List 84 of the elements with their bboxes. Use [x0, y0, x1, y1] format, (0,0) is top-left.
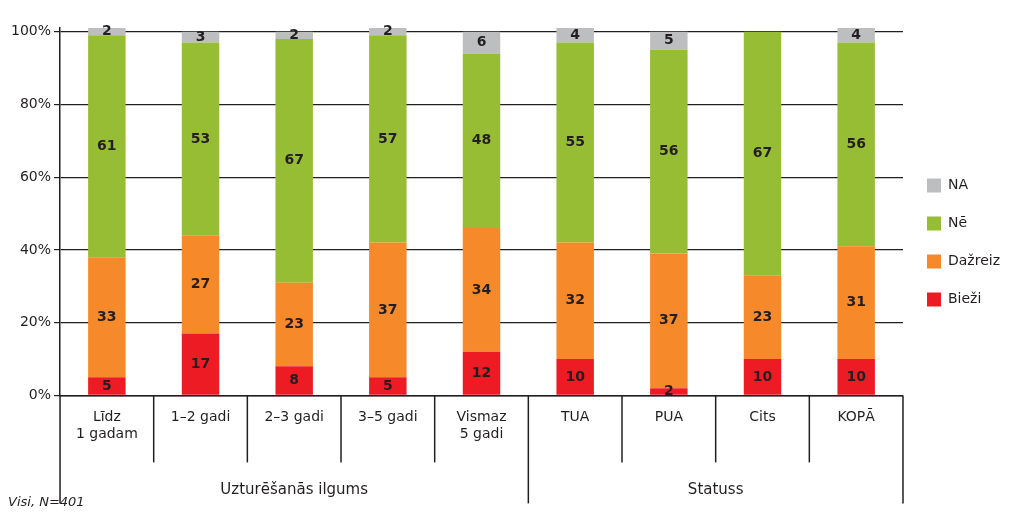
bar	[181, 42, 220, 236]
data-label: 6	[476, 33, 487, 50]
data-label: 2	[101, 22, 112, 39]
data-label: 4	[851, 25, 862, 42]
bar	[181, 333, 220, 395]
legend-label: Bieži	[947, 290, 982, 307]
x-tick-label: TUA	[559, 408, 590, 425]
data-label: 3	[195, 27, 206, 44]
legend-label: NA	[947, 176, 969, 193]
bar	[556, 42, 594, 243]
data-label: 10	[565, 367, 586, 384]
bar	[837, 246, 875, 360]
data-label: 17	[190, 354, 211, 371]
data-label: 32	[565, 291, 585, 308]
legend-label: Dažreiz	[947, 252, 1001, 269]
bar	[650, 31, 688, 50]
data-label: 10	[846, 367, 867, 384]
bar	[275, 38, 313, 283]
bar	[369, 377, 407, 395]
bar	[181, 235, 220, 334]
bar	[88, 377, 126, 395]
y-tick-label: 80%	[19, 95, 52, 112]
y-tick-label: 60%	[19, 167, 52, 184]
y-tick-label: 100%	[10, 22, 52, 39]
data-label: 48	[471, 131, 492, 148]
data-label: 31	[846, 293, 866, 310]
data-label: 4	[570, 25, 581, 42]
x-tick-label: PUA	[654, 408, 684, 425]
bar	[369, 242, 407, 378]
legend-label: Nē	[947, 214, 968, 231]
data-label: 5	[663, 31, 674, 48]
data-label: 61	[97, 136, 117, 153]
bar	[743, 275, 782, 360]
data-label: 37	[378, 300, 398, 317]
data-label: 67	[284, 151, 304, 168]
y-tick-label: 0%	[28, 386, 52, 403]
x-tick-label: KOPĀ	[837, 408, 876, 425]
data-label: 23	[284, 315, 304, 332]
text: Visi, N=401	[8, 494, 85, 510]
y-tick-label: 40%	[19, 240, 52, 257]
bar	[556, 28, 594, 43]
text: Uzturēšanās ilgums	[220, 480, 369, 499]
y-tick-label: 20%	[19, 313, 52, 330]
bar	[743, 31, 782, 276]
bar	[837, 28, 875, 43]
data-label: 12	[471, 363, 492, 380]
bar	[369, 35, 407, 243]
data-label: 10	[752, 367, 773, 384]
bar	[462, 228, 501, 352]
data-label: 67	[752, 144, 773, 161]
x-tick-label: Līdz 1 gadam	[75, 408, 138, 442]
x-tick-label: 2–3 gadi	[264, 408, 324, 425]
bar	[743, 359, 782, 395]
data-label: 56	[846, 135, 866, 152]
data-label: 27	[190, 275, 211, 292]
bar	[88, 257, 126, 378]
bar	[275, 366, 313, 395]
x-tick-label: Cits	[749, 408, 776, 425]
x-tick-label: Vismaz 5 gadi	[456, 408, 507, 442]
text: Statuss	[687, 480, 744, 499]
data-label: 53	[190, 129, 211, 146]
data-label: 5	[101, 376, 112, 393]
data-label: 23	[752, 307, 773, 324]
bar	[556, 242, 594, 360]
bar	[462, 53, 501, 229]
bar	[88, 35, 126, 258]
data-label: 37	[659, 311, 679, 328]
data-label: 55	[565, 133, 585, 150]
x-tick-label: 1–2 gadi	[170, 408, 231, 425]
data-label: 2	[663, 382, 674, 399]
data-label: 34	[471, 280, 492, 297]
data-label: 5	[382, 376, 393, 393]
bar	[462, 351, 501, 395]
data-label: 8	[289, 371, 300, 388]
bar	[650, 49, 688, 254]
data-label: 56	[659, 142, 679, 159]
bar	[556, 359, 594, 395]
bar	[837, 359, 875, 395]
x-tick-label: 3–5 gadi	[358, 408, 418, 425]
bar	[837, 42, 875, 247]
bar	[275, 282, 313, 367]
data-label: 57	[378, 129, 398, 146]
data-label: 33	[97, 307, 117, 324]
data-label: 2	[382, 22, 393, 39]
